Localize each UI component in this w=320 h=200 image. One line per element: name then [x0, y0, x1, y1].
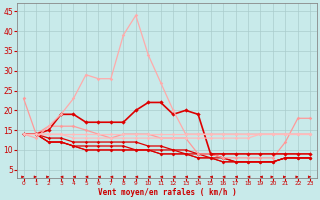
X-axis label: Vent moyen/en rafales ( km/h ): Vent moyen/en rafales ( km/h ) — [98, 188, 236, 197]
